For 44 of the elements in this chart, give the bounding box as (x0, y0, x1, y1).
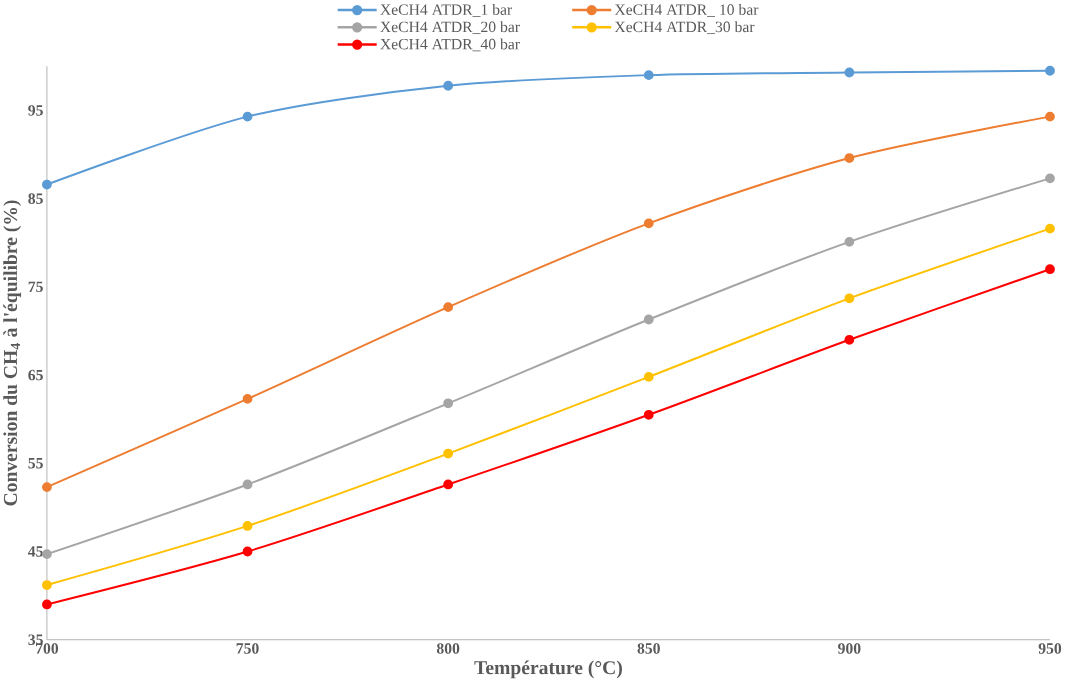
point (242, 111, 253, 122)
point (844, 153, 855, 164)
point (42, 549, 52, 560)
y-tick-label: 55 (28, 458, 43, 469)
point (242, 479, 253, 490)
point (643, 410, 654, 420)
point (643, 70, 654, 81)
point (42, 482, 52, 493)
y-tick-label: 65 (28, 370, 43, 381)
point (42, 599, 52, 610)
x-tick-label: 750 (236, 643, 259, 654)
point (242, 394, 253, 405)
point (443, 398, 454, 409)
point (443, 302, 454, 313)
y-tick-label: 85 (28, 193, 43, 205)
x-axis-title: Température (°C) (474, 660, 622, 679)
legend-label: XeCH4 ATDR_ 10 bar (614, 4, 759, 18)
x-tick-label: 950 (1038, 643, 1062, 654)
point (242, 546, 253, 557)
x-tick-label: 800 (436, 643, 460, 654)
y-axis-title: Conversion du CH$_{4}$ à l'équilibre (%) (3, 200, 22, 506)
point (42, 580, 52, 591)
point (643, 314, 654, 325)
point (443, 81, 454, 91)
legend-label: XeCH4 ATDR_20 bar (380, 21, 520, 35)
point (443, 479, 454, 490)
x-tick-label: 850 (637, 643, 660, 654)
point (643, 372, 654, 382)
point (844, 67, 855, 78)
legend-label: XeCH4 ATDR_30 bar (614, 21, 755, 35)
legend-label: XeCH4 ATDR_1 bar (380, 4, 513, 18)
point (844, 293, 855, 304)
x-tick-label: 700 (36, 643, 59, 654)
point (443, 448, 454, 459)
y-tick-label: 75 (28, 281, 43, 293)
y-tick-label: 45 (28, 546, 43, 557)
y-tick-label: 95 (28, 105, 43, 116)
point (42, 179, 52, 190)
x-tick-label: 900 (838, 643, 861, 654)
point (844, 335, 855, 345)
point (643, 218, 654, 229)
point (844, 237, 855, 247)
legend-label: XeCH4 ATDR_40 bar (380, 38, 520, 52)
point (242, 521, 253, 532)
